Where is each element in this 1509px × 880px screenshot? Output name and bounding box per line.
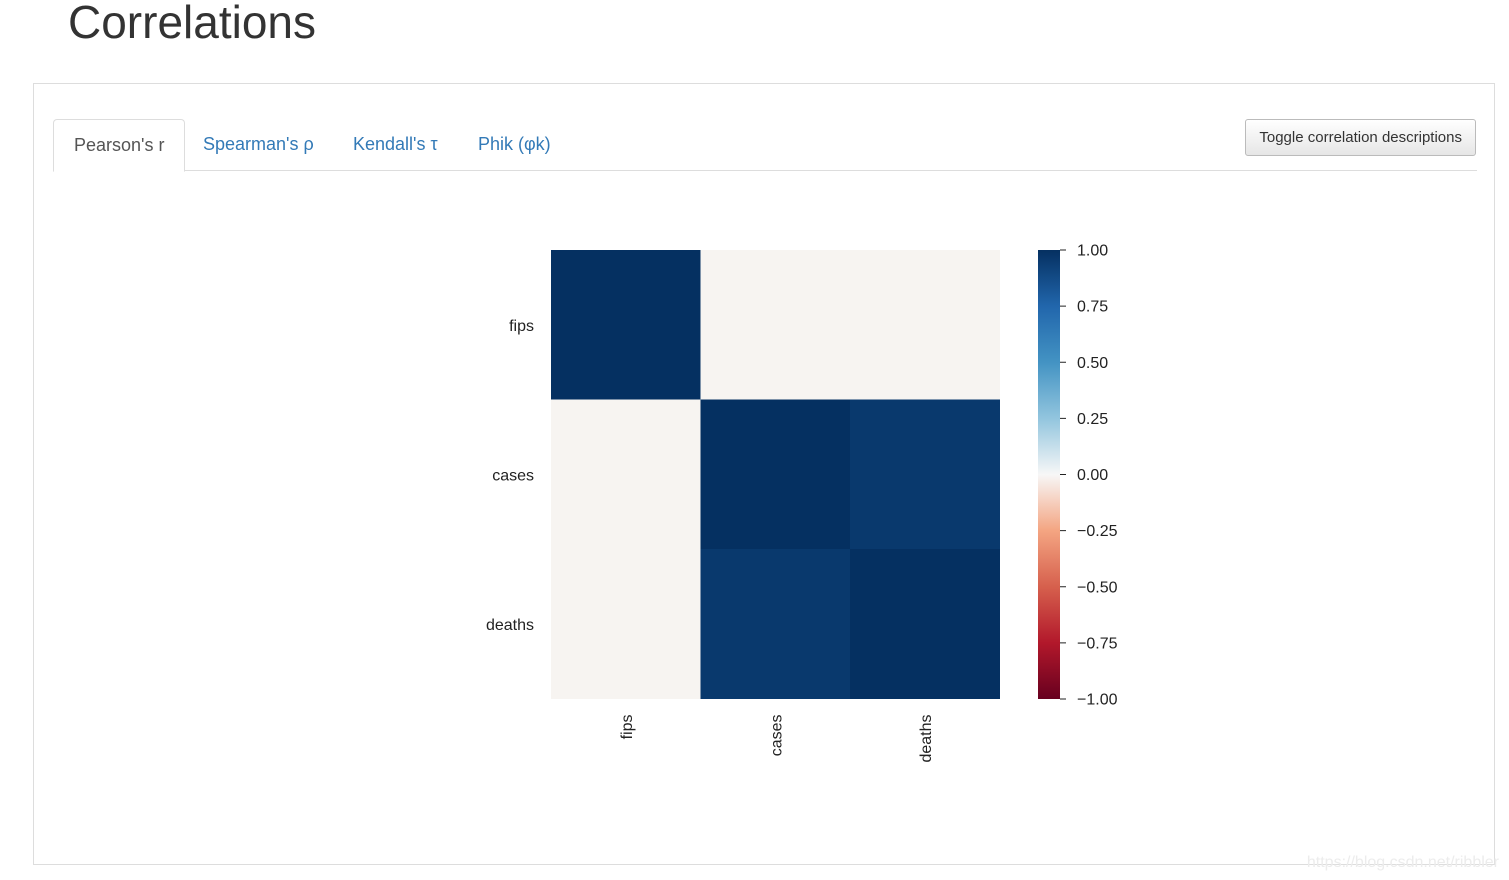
row-label-deaths: deaths	[486, 617, 534, 634]
tab-pearson[interactable]: Pearson's r	[53, 119, 186, 172]
heatmap-cell-fips-fips	[551, 250, 701, 400]
heatmap-cell-cases-cases	[700, 399, 851, 550]
tab-kendall[interactable]: Kendall's τ	[353, 134, 438, 154]
page-title: Correlations	[68, 0, 316, 48]
heatmap-cell-deaths-cases	[700, 549, 851, 699]
col-label-cases: cases	[768, 715, 785, 757]
colorbar-tick-label: 0.50	[1077, 355, 1108, 372]
watermark-text: https://blog.csdn.net/ribbler	[1306, 854, 1499, 871]
row-label-fips: fips	[509, 318, 534, 335]
col-label-fips: fips	[619, 715, 636, 740]
colorbar-tick-label: −1.00	[1077, 692, 1118, 709]
colorbar-tick-label: 0.00	[1077, 467, 1108, 484]
correlation-tabs: Pearson's r Spearman's ρ Kendall's τ Phi…	[53, 119, 1477, 172]
heatmap-cell-cases-fips	[551, 399, 701, 550]
heatmap-cell-cases-deaths	[850, 399, 1000, 550]
tab-phik[interactable]: Phik (φk)	[478, 134, 551, 154]
heatmap-cell-fips-deaths	[850, 250, 1000, 400]
colorbar-tick-label: −0.50	[1077, 579, 1118, 596]
colorbar-tick-label: 0.75	[1077, 299, 1108, 316]
row-label-cases: cases	[492, 467, 534, 484]
colorbar	[1038, 250, 1060, 699]
toggle-correlation-descriptions-button[interactable]: Toggle correlation descriptions	[1245, 119, 1476, 156]
col-label-deaths: deaths	[918, 715, 935, 763]
tab-spearman[interactable]: Spearman's ρ	[203, 134, 314, 154]
heatmap-cell-deaths-fips	[551, 549, 701, 699]
colorbar-tick-label: 1.00	[1077, 243, 1108, 260]
colorbar-tick-label: −0.25	[1077, 523, 1118, 540]
colorbar-tick-label: 0.25	[1077, 411, 1108, 428]
heatmap-cell-deaths-deaths	[850, 549, 1000, 699]
heatmap-cell-fips-cases	[700, 250, 851, 400]
colorbar-tick-label: −0.75	[1077, 635, 1118, 652]
